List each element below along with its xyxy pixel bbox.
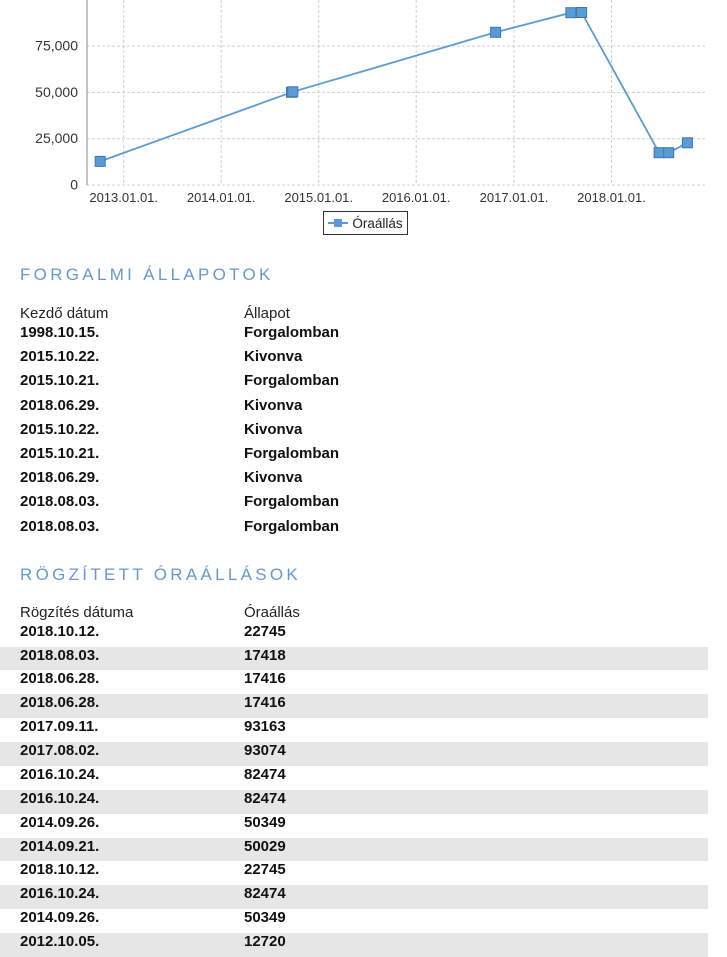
svg-text:50,000: 50,000 xyxy=(35,84,78,100)
svg-text:2015.01.01.: 2015.01.01. xyxy=(284,190,353,205)
svg-text:2013.01.01.: 2013.01.01. xyxy=(89,190,158,205)
svg-text:2016.01.01.: 2016.01.01. xyxy=(382,190,451,205)
svg-text:2018.01.01.: 2018.01.01. xyxy=(577,190,646,205)
svg-text:75,000: 75,000 xyxy=(35,38,78,54)
svg-text:2014.01.01.: 2014.01.01. xyxy=(187,190,256,205)
svg-text:25,000: 25,000 xyxy=(35,130,78,146)
svg-text:0: 0 xyxy=(70,176,78,192)
svg-text:2017.01.01.: 2017.01.01. xyxy=(480,190,549,205)
